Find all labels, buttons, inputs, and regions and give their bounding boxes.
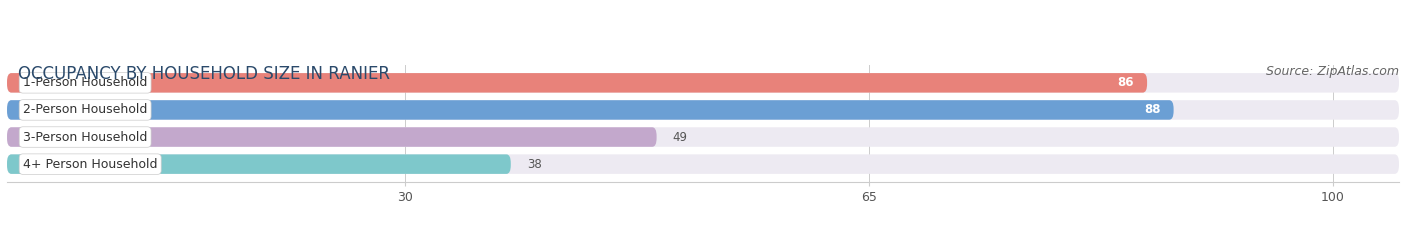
FancyBboxPatch shape <box>7 154 510 174</box>
FancyBboxPatch shape <box>7 100 1174 120</box>
Text: 1-Person Household: 1-Person Household <box>22 76 148 89</box>
Text: OCCUPANCY BY HOUSEHOLD SIZE IN RANIER: OCCUPANCY BY HOUSEHOLD SIZE IN RANIER <box>18 65 391 83</box>
Text: 86: 86 <box>1118 76 1133 89</box>
FancyBboxPatch shape <box>7 127 1399 147</box>
Text: 49: 49 <box>672 130 688 144</box>
Text: 3-Person Household: 3-Person Household <box>22 130 148 144</box>
FancyBboxPatch shape <box>7 154 1399 174</box>
Text: Source: ZipAtlas.com: Source: ZipAtlas.com <box>1265 65 1399 78</box>
Text: 38: 38 <box>527 158 541 171</box>
Text: 4+ Person Household: 4+ Person Household <box>22 158 157 171</box>
FancyBboxPatch shape <box>7 127 657 147</box>
FancyBboxPatch shape <box>7 73 1399 93</box>
FancyBboxPatch shape <box>7 100 1399 120</box>
FancyBboxPatch shape <box>7 73 1147 93</box>
Text: 2-Person Household: 2-Person Household <box>22 103 148 116</box>
Text: 88: 88 <box>1144 103 1160 116</box>
